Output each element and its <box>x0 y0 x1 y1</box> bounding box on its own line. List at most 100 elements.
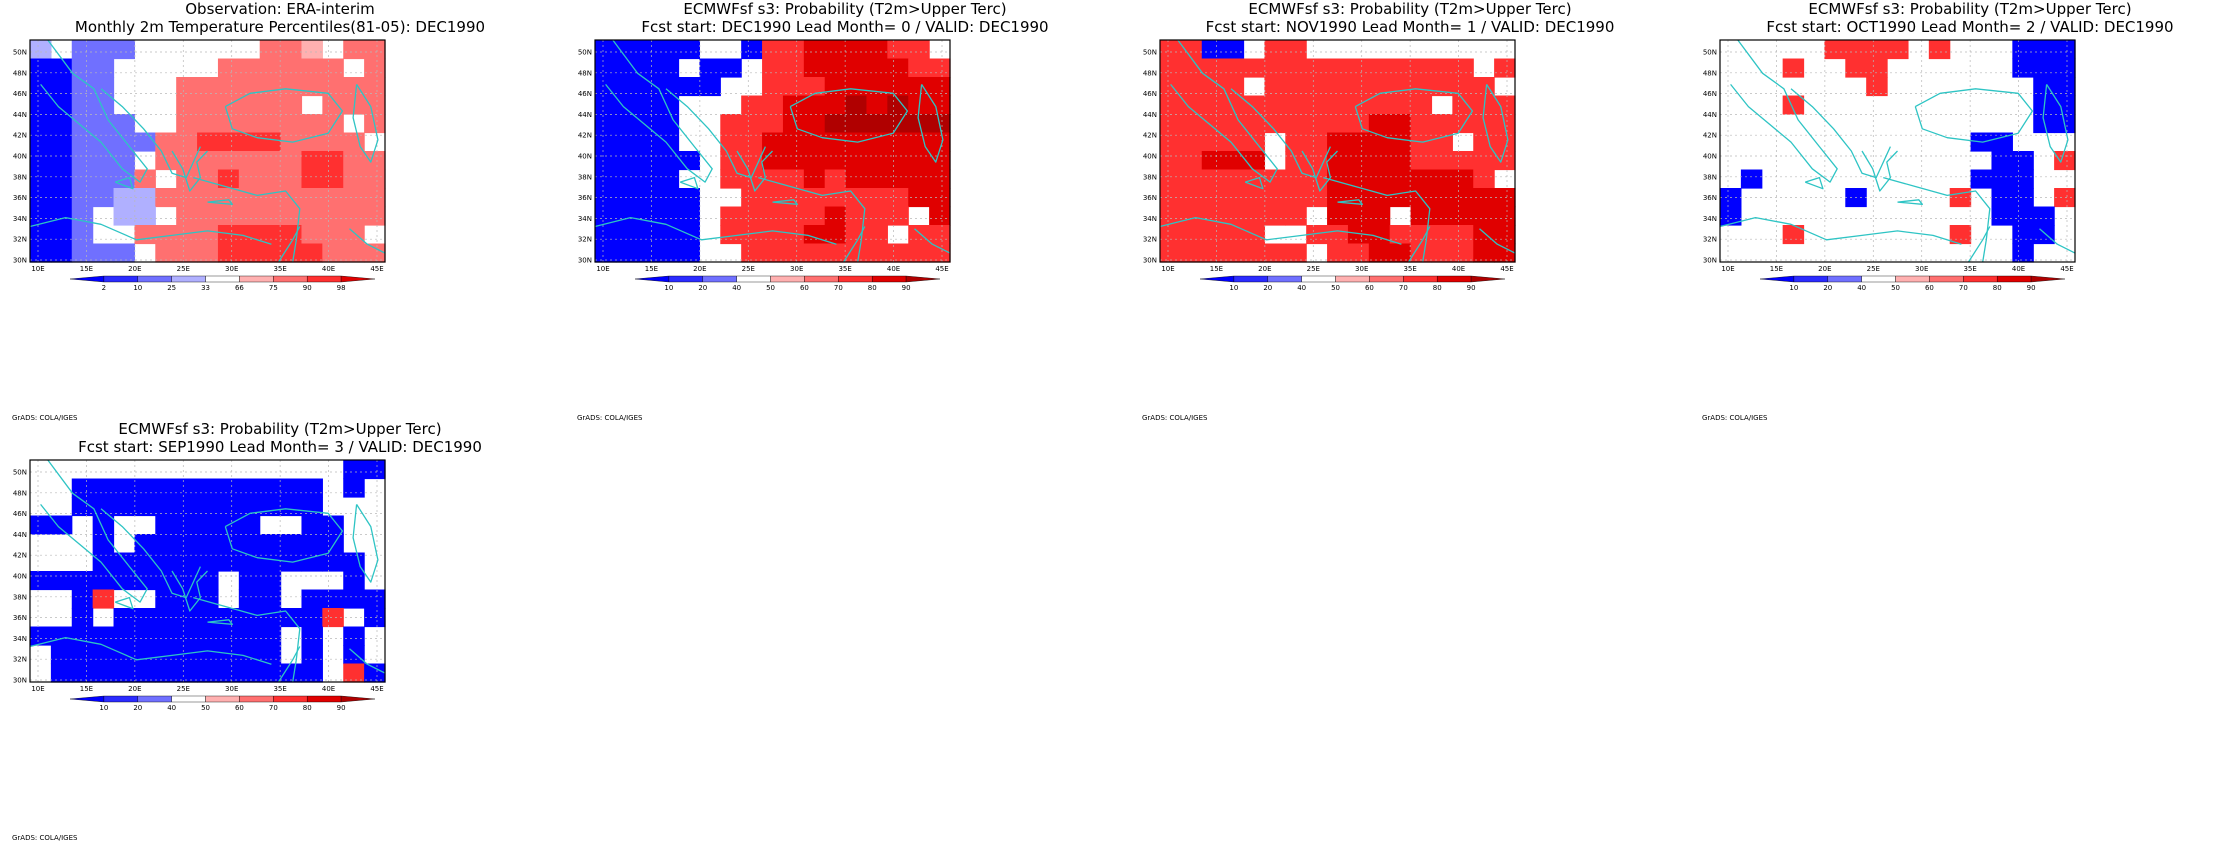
grid-cell <box>803 151 826 171</box>
grid-cell <box>824 206 847 226</box>
lon-tick-label: 40E <box>322 265 335 273</box>
lat-tick-label: 44N <box>578 111 592 119</box>
grid-cell <box>322 95 344 115</box>
grid-cell <box>343 206 365 226</box>
coastline <box>1482 84 1509 163</box>
grid-cell <box>176 497 198 517</box>
colorbar-label: 50 <box>766 284 775 292</box>
colorbar-label: 20 <box>1263 284 1272 292</box>
grid-cell <box>259 589 282 609</box>
colorbar-label: 80 <box>303 704 312 712</box>
grid-cell <box>155 497 177 517</box>
grid-cell <box>301 243 323 263</box>
grid-cell <box>92 497 115 517</box>
grid-cell <box>595 151 617 171</box>
grid-cell <box>176 663 198 683</box>
coastline <box>277 226 301 263</box>
grid-cell <box>343 225 365 245</box>
coastline <box>352 84 379 163</box>
grid-cell <box>908 169 930 189</box>
grid-cell <box>50 114 73 134</box>
grid-cell <box>217 534 240 554</box>
grid-cell <box>1201 132 1224 152</box>
grads-credit: GrADS: COLA/IGES <box>1702 414 1768 422</box>
coastline <box>1790 88 1891 179</box>
grid-cell <box>50 151 73 171</box>
colorbar-swatch <box>872 275 907 283</box>
grid-cell <box>92 663 115 683</box>
grid-cell <box>887 188 909 208</box>
grid-cell <box>30 626 52 646</box>
title-line1: ECMWFsf s3: Probability (T2m>Upper Terc) <box>683 0 1007 18</box>
grid-cell <box>30 114 52 134</box>
colorbar-swatch <box>1759 275 1795 283</box>
grid-cell <box>1264 40 1286 60</box>
coastline <box>224 508 344 563</box>
grid-cell <box>217 626 240 646</box>
lat-tick-label: 34N <box>1143 215 1157 223</box>
lat-tick-label: 36N <box>1143 194 1157 202</box>
grid-cell <box>1180 206 1203 226</box>
grid-cell <box>1264 95 1286 115</box>
colorbar-swatch <box>137 695 172 703</box>
grid-cell <box>238 534 261 554</box>
grid-cell <box>1410 114 1433 134</box>
grid-cell <box>866 151 888 171</box>
lat-tick-label: 32N <box>1143 236 1157 244</box>
lat-tick-label: 44N <box>1143 111 1157 119</box>
colorbar-label: 90 <box>2027 284 2036 292</box>
colorbar-swatch <box>307 275 342 283</box>
grid-cell <box>301 608 323 628</box>
grid-cell <box>887 95 909 115</box>
grid-cell <box>1327 77 1349 97</box>
lon-tick-label: 40E <box>322 685 335 693</box>
grid-cell <box>908 58 930 78</box>
grid-cell <box>824 169 847 189</box>
lat-tick-label: 46N <box>578 90 592 98</box>
grid-cell <box>782 169 805 189</box>
grid-cell <box>1970 169 1993 189</box>
grid-cell <box>71 40 94 60</box>
grid-cell <box>1452 188 1474 208</box>
grid-cell <box>155 663 177 683</box>
grid-cell <box>615 132 638 152</box>
grid-cell <box>741 95 763 115</box>
lat-tick-label: 50N <box>1703 49 1717 57</box>
grid-cell <box>1180 132 1203 152</box>
lat-tick-label: 50N <box>13 49 27 57</box>
colorbar-label: 75 <box>269 284 278 292</box>
grid-cell <box>50 77 73 97</box>
grid-cell <box>803 243 826 263</box>
grid-cell <box>301 58 323 78</box>
grid-cell <box>866 132 888 152</box>
grid-cell <box>1222 225 1245 245</box>
grid-cell <box>657 58 680 78</box>
grid-cell <box>1243 95 1266 115</box>
coastline <box>758 176 866 263</box>
grid-cell <box>1160 132 1182 152</box>
coastline <box>349 228 386 254</box>
grid-cell <box>364 206 386 226</box>
grid-cell <box>782 77 805 97</box>
grid-cell <box>92 515 115 535</box>
colorbar-swatch <box>905 275 941 283</box>
grid-cell <box>217 478 240 498</box>
grid-cell <box>636 206 659 226</box>
grid-cell <box>280 40 303 60</box>
panel-lead1: ECMWFsf s3: Probability (T2m>Upper Terc)… <box>1140 0 1680 422</box>
grid-cell <box>176 515 198 535</box>
lat-tick-label: 38N <box>13 173 27 181</box>
grid-cell <box>1201 114 1224 134</box>
grid-cell <box>364 77 386 97</box>
lon-tick-label: 25E <box>177 685 190 693</box>
lon-tick-label: 35E <box>1963 265 1976 273</box>
coastline <box>1159 216 1402 245</box>
grid-cell <box>1473 151 1495 171</box>
grid-cell <box>217 188 240 208</box>
lat-tick-label: 32N <box>13 656 27 664</box>
grid-cell <box>1201 188 1224 208</box>
lat-tick-label: 42N <box>13 552 27 560</box>
grid-cell <box>657 225 680 245</box>
grid-cell <box>92 645 115 665</box>
lat-tick-label: 48N <box>578 69 592 77</box>
